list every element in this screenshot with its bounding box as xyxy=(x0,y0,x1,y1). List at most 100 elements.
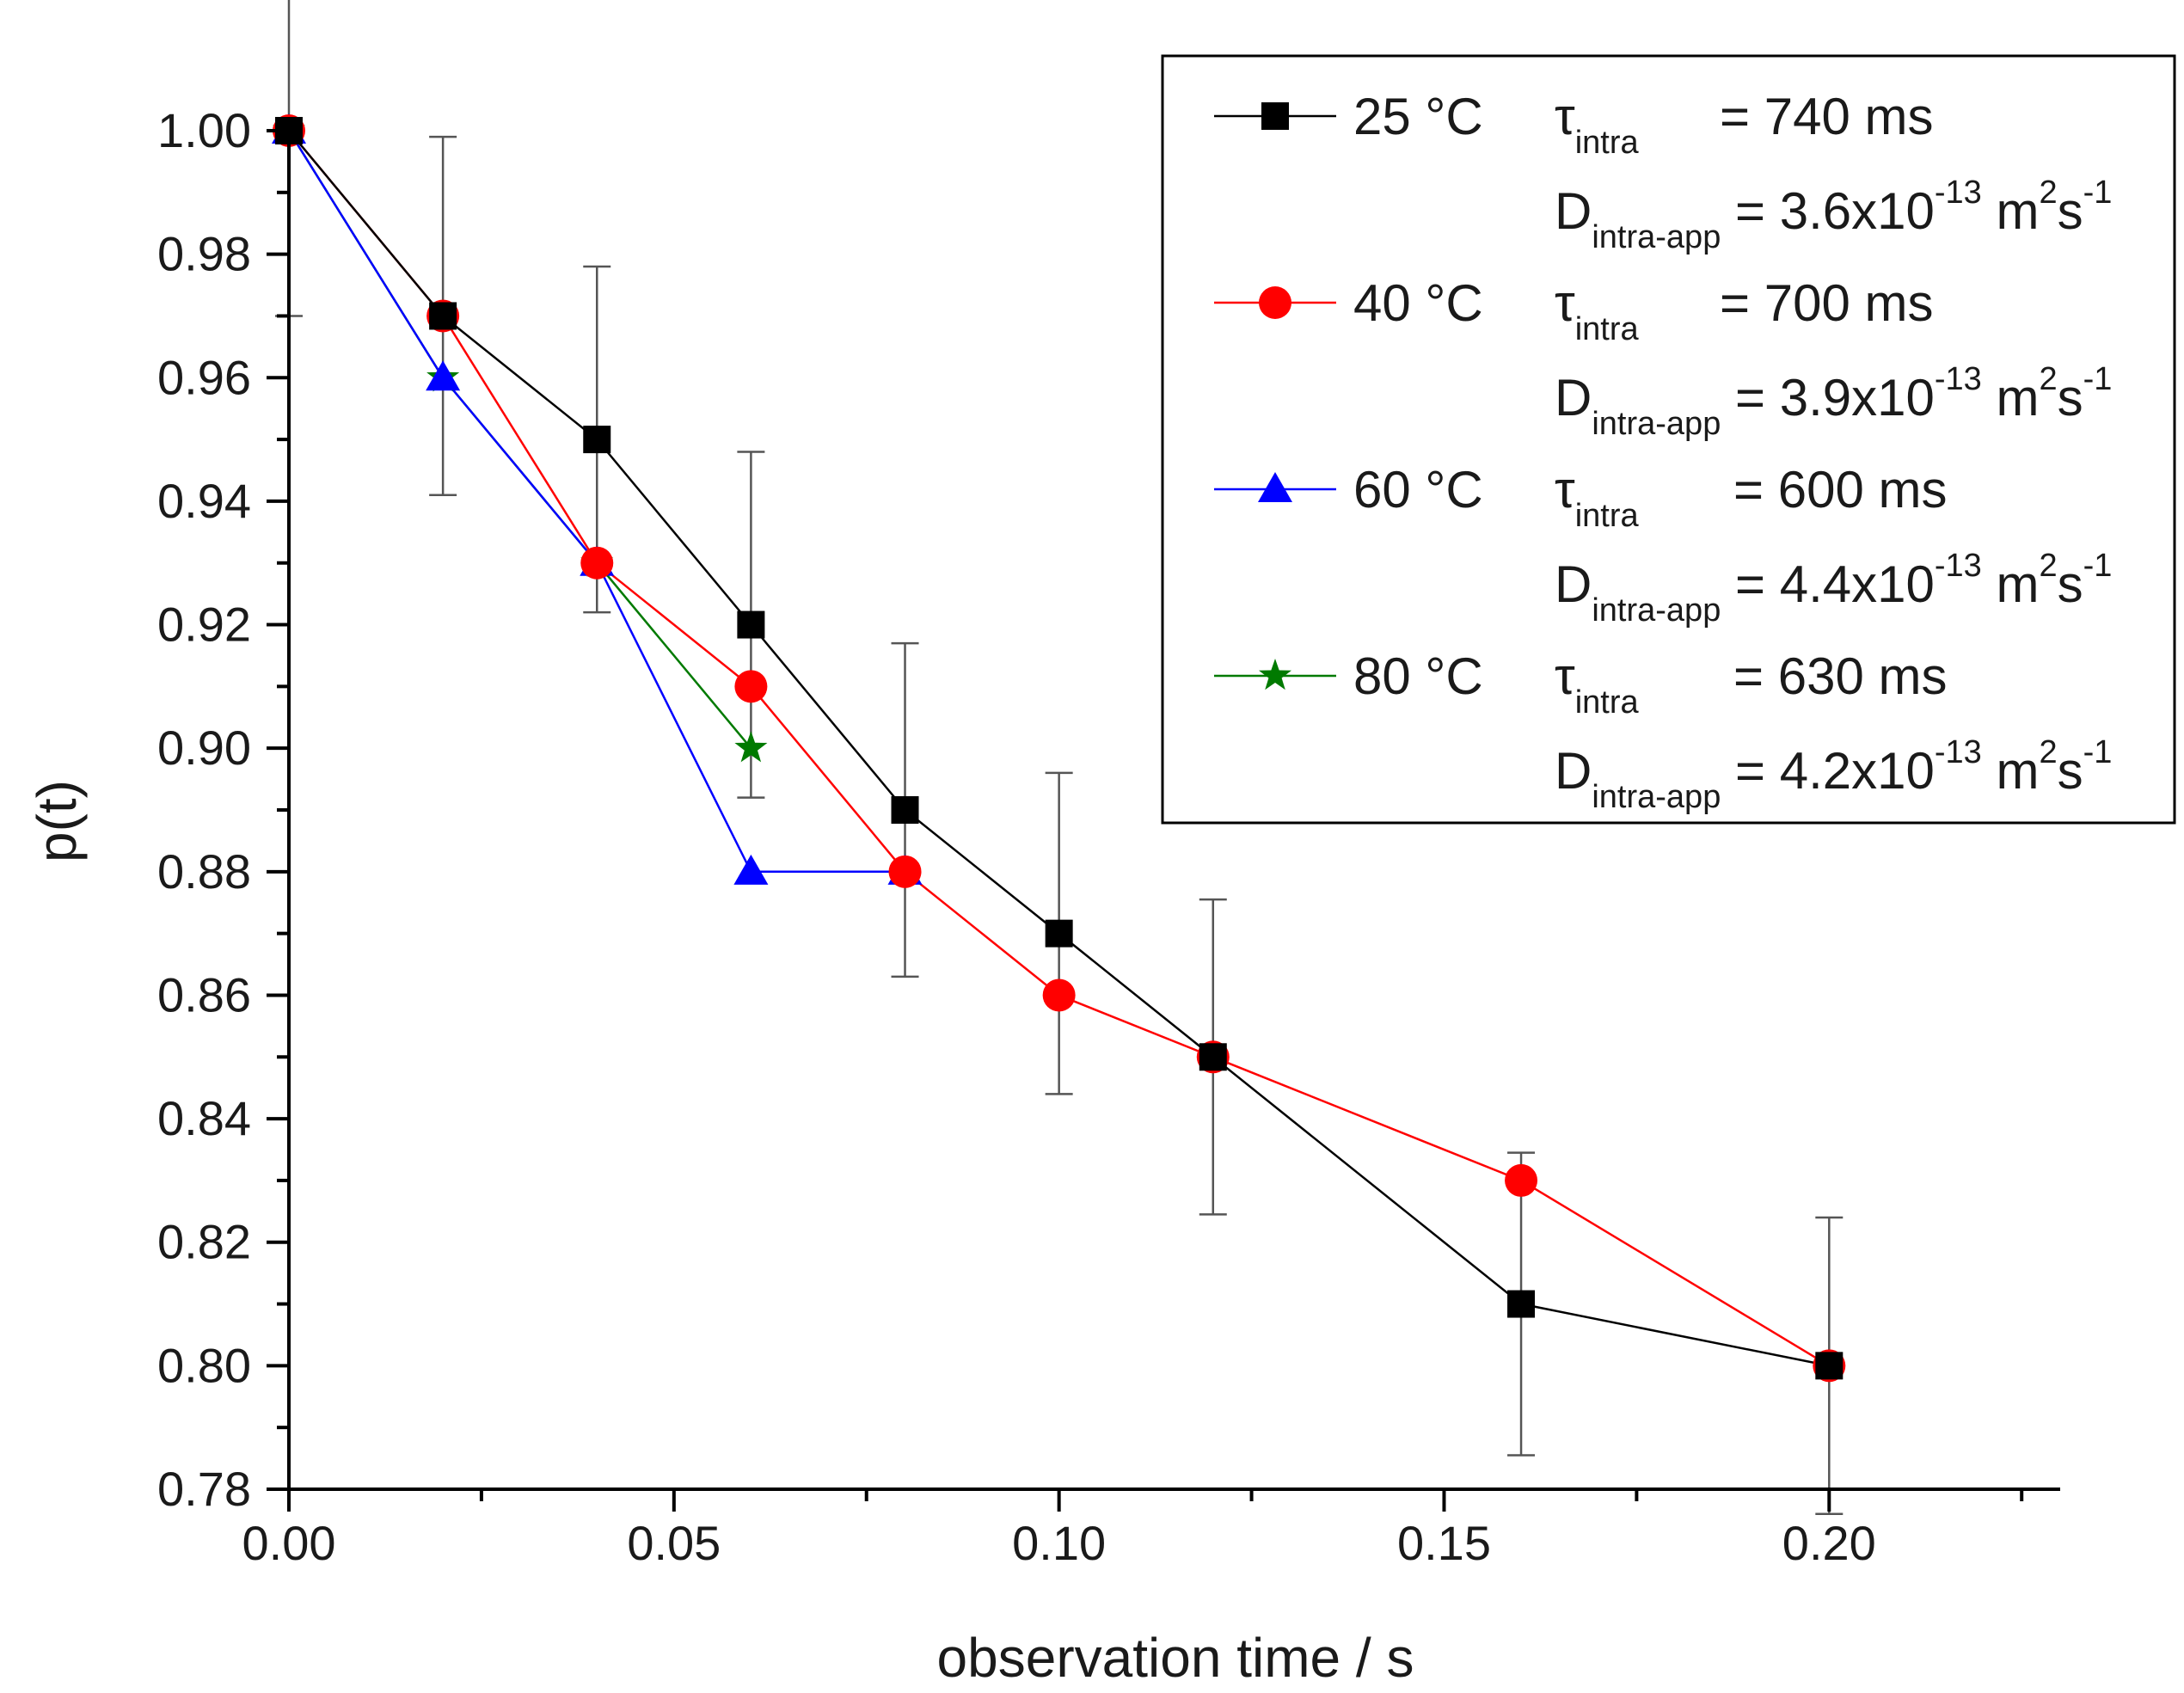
diff-unit-s: s xyxy=(2058,555,2083,613)
diff-value: = 4.4x10 xyxy=(1721,555,1935,613)
y-axis-title: p(t) xyxy=(26,780,88,862)
data-point xyxy=(888,855,922,888)
diff-unit-m: m xyxy=(1982,182,2040,240)
legend-diffusion: Dintra-app = 4.2x10-13 m2s-1 xyxy=(1555,734,2112,815)
diff-exponent: -13 xyxy=(1935,175,1982,211)
legend-tau-value: = 700 ms xyxy=(1720,274,1933,332)
diff-unit-s-exp: -1 xyxy=(2083,175,2113,211)
data-point xyxy=(580,546,614,580)
x-tick-label: 0.20 xyxy=(1782,1516,1876,1570)
tau-symbol: τ xyxy=(1555,647,1575,705)
data-point xyxy=(1507,1290,1536,1318)
data-point xyxy=(1505,1163,1538,1197)
diff-unit-s-exp: -1 xyxy=(2083,548,2113,584)
legend-label: 80 °C xyxy=(1353,647,1483,705)
legend-label: 25 °C xyxy=(1353,88,1483,145)
legend-box xyxy=(1161,54,2176,825)
diff-unit-m: m xyxy=(1982,555,2040,613)
y-tick-label: 0.88 xyxy=(157,844,251,899)
series-markers xyxy=(272,113,1846,1383)
y-tick-label: 1.00 xyxy=(157,103,251,157)
diff-unit-s: s xyxy=(2058,182,2083,240)
legend-label: 40 °C xyxy=(1353,274,1483,332)
legend-label: 60 °C xyxy=(1353,461,1483,518)
y-tick-label: 0.90 xyxy=(157,721,251,775)
data-point xyxy=(1199,1043,1227,1071)
diff-value: = 3.9x10 xyxy=(1721,369,1935,426)
legend-diffusion: Dintra-app = 3.9x10-13 m2s-1 xyxy=(1555,361,2112,442)
tau-symbol: τ xyxy=(1555,461,1575,518)
diff-exponent: -13 xyxy=(1935,548,1982,584)
tau-subscript: intra xyxy=(1575,684,1640,721)
y-tick-label: 0.98 xyxy=(157,227,251,281)
x-tick-label: 0.05 xyxy=(627,1516,721,1570)
legend-marker xyxy=(1261,102,1289,130)
data-point xyxy=(733,854,769,885)
legend-tau: τintra xyxy=(1555,461,1639,534)
data-point xyxy=(734,670,768,703)
tau-symbol: τ xyxy=(1555,274,1575,332)
diff-subscript: intra-app xyxy=(1592,406,1721,442)
diff-unit-s-exp: -1 xyxy=(2083,734,2113,770)
legend-marker xyxy=(1259,659,1291,690)
tau-symbol: τ xyxy=(1555,88,1575,145)
y-tick-label: 0.96 xyxy=(157,350,251,404)
diff-symbol: D xyxy=(1555,555,1592,613)
diff-value: = 4.2x10 xyxy=(1721,742,1935,800)
diff-symbol: D xyxy=(1555,369,1592,426)
tau-subscript: intra xyxy=(1575,125,1640,161)
y-tick-label: 0.78 xyxy=(157,1462,251,1516)
diff-unit-m: m xyxy=(1982,369,2040,426)
data-point xyxy=(583,426,611,454)
diff-subscript: intra-app xyxy=(1592,779,1721,815)
y-tick-label: 0.92 xyxy=(157,598,251,652)
diff-symbol: D xyxy=(1555,182,1592,240)
diff-value: = 3.6x10 xyxy=(1721,182,1935,240)
legend-diffusion: Dintra-app = 4.4x10-13 m2s-1 xyxy=(1555,548,2112,629)
y-tick-label: 0.80 xyxy=(157,1338,251,1392)
y-tick-label: 0.86 xyxy=(157,967,251,1021)
diff-unit-m-exp: 2 xyxy=(2039,548,2057,584)
legend-tau-value: = 740 ms xyxy=(1720,88,1933,145)
diff-exponent: -13 xyxy=(1935,361,1982,397)
diff-unit-s: s xyxy=(2058,742,2083,800)
tau-subscript: intra xyxy=(1575,311,1640,347)
data-point xyxy=(1045,919,1073,948)
diff-unit-m-exp: 2 xyxy=(2039,361,2057,397)
y-tick-label: 0.84 xyxy=(157,1091,251,1145)
y-tick-label: 0.94 xyxy=(157,474,251,528)
diff-unit-m-exp: 2 xyxy=(2039,734,2057,770)
data-point xyxy=(426,360,461,391)
data-point xyxy=(429,302,457,330)
x-tick-label: 0.15 xyxy=(1397,1516,1491,1570)
y-tick-label: 0.82 xyxy=(157,1215,251,1269)
data-point xyxy=(737,610,765,639)
x-tick-label: 0.00 xyxy=(242,1516,336,1570)
diff-unit-m: m xyxy=(1982,742,2040,800)
diff-unit-s: s xyxy=(2058,369,2083,426)
diff-subscript: intra-app xyxy=(1592,219,1721,255)
legend-tau: τintra xyxy=(1555,274,1639,347)
x-tick-label: 0.10 xyxy=(1012,1516,1106,1570)
axes: 0.00 0.05 0.10 0.15 0.20 0.78 0.80 0.82 0.84 0.86… xyxy=(157,103,2060,1570)
diff-symbol: D xyxy=(1555,742,1592,800)
data-point xyxy=(734,731,768,763)
diff-exponent: -13 xyxy=(1935,734,1982,770)
legend-tau: τintra xyxy=(1555,88,1639,161)
legend-tau-value: = 630 ms xyxy=(1733,647,1947,705)
data-point xyxy=(1815,1352,1844,1380)
legend-marker xyxy=(1258,472,1292,502)
diff-unit-s-exp: -1 xyxy=(2083,361,2113,397)
legend-diffusion: Dintra-app = 3.6x10-13 m2s-1 xyxy=(1555,175,2112,255)
legend-tau-value: = 600 ms xyxy=(1733,461,1947,518)
legend-marker xyxy=(1259,286,1291,319)
tau-subscript: intra xyxy=(1575,498,1640,534)
diff-subscript: intra-app xyxy=(1592,592,1721,629)
data-point xyxy=(1042,978,1076,1012)
x-axis-title: observation time / s xyxy=(937,1627,1414,1689)
legend-tau: τintra xyxy=(1555,647,1639,721)
data-point xyxy=(891,796,919,824)
diff-unit-m-exp: 2 xyxy=(2039,175,2057,211)
